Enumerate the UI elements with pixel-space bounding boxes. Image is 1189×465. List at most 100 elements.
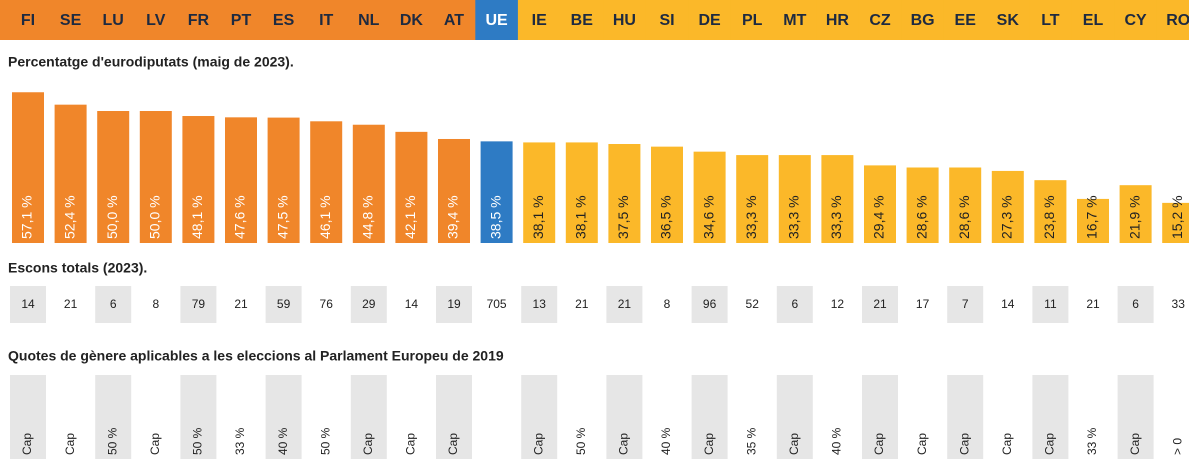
quota-cell-bg xyxy=(691,375,728,459)
quota-value: Cap xyxy=(361,433,375,455)
seat-value: 13 xyxy=(533,297,547,311)
quota-cell-bg xyxy=(95,375,132,459)
country-label: IT xyxy=(319,12,333,29)
seats-title: Escons totals (2023). xyxy=(8,260,147,276)
header-cell xyxy=(730,0,774,40)
seat-cell-bg xyxy=(947,286,984,323)
country-label: LV xyxy=(146,12,166,29)
seat-value: 705 xyxy=(487,297,507,311)
country-label: NL xyxy=(358,12,380,29)
header-cell xyxy=(986,0,1030,40)
seat-value: 79 xyxy=(192,297,206,311)
country-label: SI xyxy=(659,12,674,29)
seat-value: 59 xyxy=(277,297,291,311)
header-cell xyxy=(347,0,391,40)
quota-cell-bg xyxy=(1032,375,1069,459)
value-label: 39,4 % xyxy=(445,195,461,239)
seat-value: 12 xyxy=(831,297,845,311)
quota-value: Cap xyxy=(787,433,801,455)
seat-cell-bg xyxy=(1032,286,1069,323)
seat-value: 6 xyxy=(110,297,117,311)
seat-cell-bg xyxy=(862,286,898,323)
quota-cell-bg xyxy=(180,375,217,459)
quota-value: 50 % xyxy=(105,427,119,455)
quota-cell-bg xyxy=(776,375,813,459)
country-label: CY xyxy=(1124,12,1147,29)
header-cell xyxy=(688,0,732,40)
seat-cell-bg xyxy=(95,286,132,323)
seat-value: 11 xyxy=(1044,297,1057,311)
quota-cell-bg xyxy=(521,375,558,459)
header-cell xyxy=(1071,0,1115,40)
seat-cell-bg xyxy=(10,286,46,323)
quota-value: Cap xyxy=(1000,433,1014,455)
quota-cell-bg xyxy=(350,375,387,459)
bar xyxy=(821,155,854,243)
value-label: 34,6 % xyxy=(700,195,716,239)
quota-value: 50 % xyxy=(191,427,205,455)
country-label: DK xyxy=(400,12,424,29)
quota-value: 40 % xyxy=(830,427,844,455)
bar xyxy=(54,104,87,243)
seat-cell-bg xyxy=(180,286,217,323)
quota-value: 35 % xyxy=(744,427,758,455)
header-cell xyxy=(773,0,817,40)
quota-value: 40 % xyxy=(659,427,673,455)
seat-value: 76 xyxy=(320,297,334,311)
country-label: IE xyxy=(532,12,547,29)
bar xyxy=(651,146,683,243)
bar xyxy=(1077,198,1109,243)
value-label: 48,1 % xyxy=(189,195,205,239)
seat-value: 14 xyxy=(405,297,419,311)
country-label: EE xyxy=(955,12,977,29)
seat-cell-bg xyxy=(350,286,387,323)
quota-cell-bg xyxy=(862,375,898,459)
header-cell xyxy=(901,0,945,40)
quota-value: 40 % xyxy=(276,427,290,455)
country-label: SE xyxy=(60,12,82,29)
quota-value: Cap xyxy=(404,433,418,455)
chart-title: Percentatge d'eurodiputats (maig de 2023… xyxy=(8,54,294,70)
header-cell xyxy=(475,0,519,40)
seat-value: 21 xyxy=(234,297,248,311)
country-label: FR xyxy=(188,12,210,29)
quota-value: Cap xyxy=(531,433,545,455)
quota-value: Cap xyxy=(1043,433,1057,455)
seat-value: 17 xyxy=(916,297,930,311)
value-label: 46,1 % xyxy=(317,195,333,239)
quota-value: Cap xyxy=(1128,433,1142,455)
header-cell xyxy=(603,0,647,40)
country-label: BG xyxy=(911,12,935,29)
value-label: 16,7 % xyxy=(1084,195,1100,239)
bar xyxy=(352,124,385,243)
value-label: 37,5 % xyxy=(615,195,631,239)
quota-value: 50 % xyxy=(574,427,588,455)
value-label: 38,1 % xyxy=(530,195,546,239)
quotas-title: Quotes de gènere aplicables a les elecci… xyxy=(8,348,504,364)
seat-value: 14 xyxy=(21,297,35,311)
value-label: 36,5 % xyxy=(658,195,674,239)
seat-cell-bg xyxy=(265,286,302,323)
value-label: 27,3 % xyxy=(999,195,1015,239)
header-cell xyxy=(432,0,476,40)
bar xyxy=(395,131,428,243)
quota-cell-bg xyxy=(436,375,472,459)
country-label: PT xyxy=(231,12,252,29)
seat-value: 14 xyxy=(1001,297,1015,311)
quota-value: Cap xyxy=(872,433,886,455)
bar xyxy=(693,151,726,243)
value-label: 23,8 % xyxy=(1041,195,1057,239)
quota-cell-bg xyxy=(265,375,302,459)
bar xyxy=(97,111,130,243)
bar xyxy=(906,167,939,243)
seat-value: 96 xyxy=(703,297,717,311)
header-cell xyxy=(560,0,604,40)
seat-cell-bg xyxy=(1117,286,1154,323)
quota-value: > 0 xyxy=(1170,438,1184,455)
country-label: HR xyxy=(826,12,850,29)
bar xyxy=(480,141,513,243)
seat-value: 19 xyxy=(447,297,461,311)
seat-value: 21 xyxy=(618,297,632,311)
seat-value: 33 xyxy=(1172,297,1186,311)
header-cell xyxy=(1114,0,1158,40)
